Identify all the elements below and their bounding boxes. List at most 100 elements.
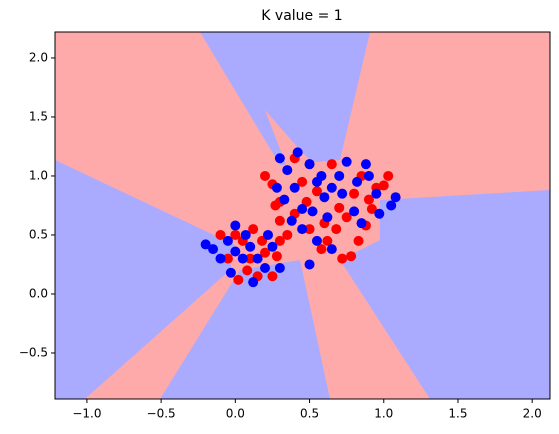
- point: [260, 170, 271, 181]
- point: [270, 200, 281, 211]
- point: [363, 170, 374, 181]
- point: [279, 194, 290, 205]
- point: [352, 176, 363, 187]
- point: [242, 265, 253, 276]
- point: [260, 263, 271, 274]
- point: [274, 215, 285, 226]
- point: [297, 204, 308, 215]
- point: [322, 212, 333, 223]
- point: [326, 244, 337, 255]
- y-tick-label: 0.5: [29, 227, 48, 241]
- x-tick-label: −1.0: [72, 407, 101, 421]
- point: [326, 182, 337, 193]
- region-blue: [55, 160, 235, 399]
- point: [322, 235, 333, 246]
- point: [304, 159, 315, 170]
- x-tick-label: 2.0: [523, 407, 542, 421]
- point: [297, 176, 308, 187]
- point: [222, 235, 233, 246]
- point: [252, 253, 263, 264]
- point: [337, 188, 348, 199]
- point: [260, 247, 271, 258]
- point: [237, 253, 248, 264]
- point: [334, 170, 345, 181]
- point: [307, 206, 318, 217]
- region-blue: [340, 190, 550, 399]
- y-tick-label: 2.0: [29, 50, 48, 64]
- point: [292, 147, 303, 158]
- point: [316, 170, 327, 181]
- point: [245, 241, 256, 252]
- region-red: [265, 110, 320, 175]
- points: [200, 147, 401, 288]
- point: [200, 239, 211, 250]
- point: [215, 229, 226, 240]
- point: [230, 220, 241, 231]
- point: [386, 200, 397, 211]
- y-tick-label: 1.5: [29, 109, 48, 123]
- y-tick-label: 0.0: [29, 286, 48, 300]
- point: [311, 235, 322, 246]
- x-tick-label: 0.0: [226, 407, 245, 421]
- region-blue: [200, 32, 370, 165]
- point: [297, 224, 308, 235]
- axes-frame: [54, 31, 551, 400]
- point: [360, 159, 371, 170]
- x-tick-label: 1.0: [374, 407, 393, 421]
- point: [222, 253, 233, 264]
- point: [349, 206, 360, 217]
- point: [230, 229, 241, 240]
- region-blue: [160, 260, 330, 399]
- point: [282, 165, 293, 176]
- point: [319, 192, 330, 203]
- point: [390, 192, 401, 203]
- point: [225, 267, 236, 278]
- point: [316, 244, 327, 255]
- point: [248, 277, 259, 288]
- point: [311, 186, 322, 197]
- point: [267, 241, 278, 252]
- point: [271, 182, 282, 193]
- point: [215, 253, 226, 264]
- point: [289, 182, 300, 193]
- point: [240, 229, 251, 240]
- point: [248, 224, 259, 235]
- point: [378, 180, 389, 191]
- point: [383, 170, 394, 181]
- point: [282, 229, 293, 240]
- point: [346, 251, 357, 262]
- x-tick-label: 0.5: [300, 407, 319, 421]
- point: [337, 253, 348, 264]
- point: [267, 271, 278, 282]
- point: [230, 246, 241, 257]
- point: [374, 208, 385, 219]
- point: [341, 212, 352, 223]
- point: [366, 204, 377, 215]
- point: [286, 215, 297, 226]
- point: [326, 159, 337, 170]
- point: [356, 218, 367, 229]
- point: [331, 224, 342, 235]
- point: [341, 156, 352, 167]
- point: [262, 229, 273, 240]
- point: [274, 153, 285, 164]
- point: [208, 244, 219, 255]
- point: [349, 188, 360, 199]
- point: [233, 274, 244, 285]
- chart-title: K value = 1: [261, 8, 342, 24]
- point: [353, 235, 364, 246]
- x-tick-label: 1.5: [448, 407, 467, 421]
- y-tick-label: 1.0: [29, 168, 48, 182]
- point: [371, 188, 382, 199]
- y-tick-label: −0.5: [19, 345, 48, 359]
- point: [274, 235, 285, 246]
- point: [334, 202, 345, 213]
- point: [274, 263, 285, 274]
- point: [363, 194, 374, 205]
- point: [304, 224, 315, 235]
- x-tick-label: −0.5: [147, 407, 176, 421]
- point: [304, 259, 315, 270]
- point: [271, 251, 282, 262]
- point: [245, 253, 256, 264]
